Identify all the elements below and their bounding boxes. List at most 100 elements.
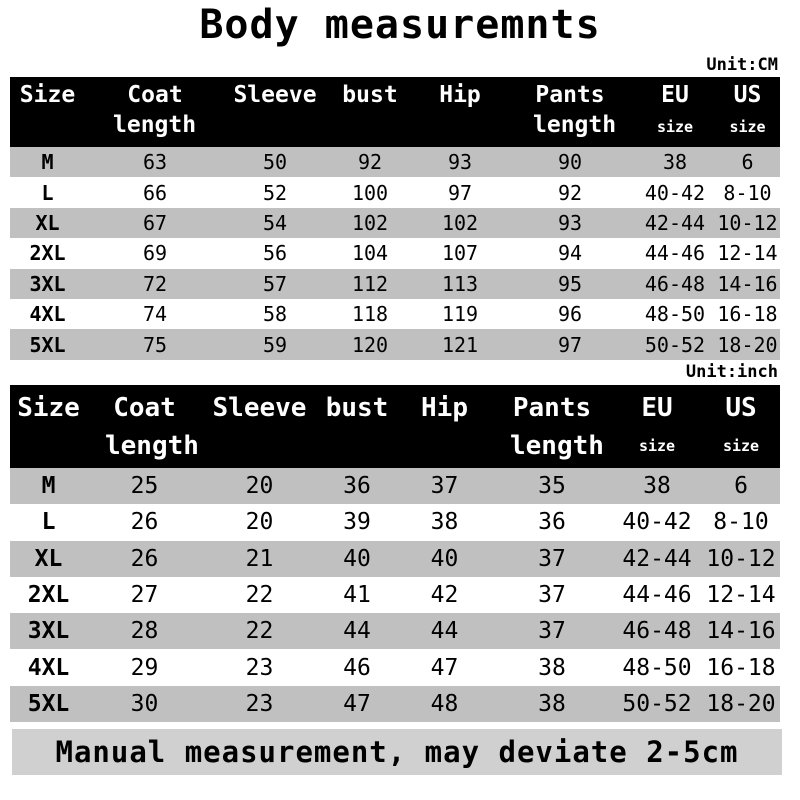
header-subline: length: [510, 431, 604, 461]
value-cell: 39: [343, 509, 371, 536]
unit-label-cm: Unit:CM: [706, 55, 778, 75]
value-cell: 36: [538, 509, 566, 536]
value-cell: 72: [142, 271, 168, 296]
value-cell: 16-18: [717, 302, 778, 327]
header-line: Pants: [535, 82, 605, 108]
value-cell: 6: [741, 150, 754, 175]
value-cell: 42-44: [622, 545, 692, 572]
table-header: Size Coat length Sleeve bust Hip Pants length EU…: [10, 385, 780, 468]
header-line: bust: [325, 393, 389, 423]
unit-label-inch: Unit:inch: [685, 362, 778, 382]
header-line: EU: [661, 82, 689, 108]
value-cell: 38: [430, 509, 459, 536]
value-cell: 118: [351, 302, 389, 327]
value-cell: 10-12: [717, 210, 778, 235]
table-row: XL 26 21 40 40 37 42-44 10-12: [10, 540, 780, 577]
column-header: Pants length: [505, 77, 635, 147]
value-cell: 69: [142, 241, 168, 266]
header-line: bust: [342, 82, 398, 108]
value-cell: 50-52: [644, 332, 706, 357]
column-header: Size: [10, 77, 85, 147]
value-cell: 36: [343, 473, 371, 500]
value-cell: 12-14: [717, 241, 778, 266]
value-cell: 23: [245, 690, 274, 717]
value-cell: 48-50: [644, 302, 706, 327]
value-cell: 104: [351, 241, 389, 266]
table-row: 2XL 69 56 104 107 94 44-46 12-14: [10, 238, 780, 268]
value-cell: 56: [262, 241, 288, 266]
value-cell: 28: [130, 618, 159, 645]
value-cell: 95: [557, 271, 583, 296]
footer-note: Manual measurement, may deviate 2-5cm: [12, 729, 782, 775]
column-header: bust: [317, 385, 397, 468]
value-cell: 40: [343, 545, 371, 572]
value-cell: 42-44: [644, 210, 706, 235]
value-cell: 20: [245, 473, 274, 500]
column-header: EU size: [612, 385, 702, 468]
header-subline: length: [533, 112, 617, 138]
value-cell: 46: [343, 654, 371, 681]
column-header: Sleeve: [225, 77, 325, 147]
value-cell: 107: [441, 241, 479, 266]
value-cell: 74: [142, 302, 168, 327]
value-cell: 97: [557, 332, 583, 357]
table-row: 3XL 28 22 44 44 37 46-48 14-16: [10, 613, 780, 650]
table-row: 4XL 29 23 46 47 38 48-50 16-18: [10, 649, 780, 685]
value-cell: 102: [351, 210, 389, 235]
table-row: 2XL 27 22 41 42 37 44-46 12-14: [10, 577, 780, 613]
column-header: Pants length: [492, 385, 612, 468]
value-cell: 22: [245, 618, 274, 645]
value-cell: 44-46: [644, 241, 706, 266]
size-cell: M: [41, 150, 54, 175]
column-header: US size: [715, 77, 780, 147]
value-cell: 50: [262, 150, 288, 175]
header-line: US: [733, 82, 762, 108]
value-cell: 27: [130, 582, 159, 609]
table-row: 3XL 72 57 112 113 95 46-48 14-16: [10, 268, 780, 299]
column-header: Coat length: [85, 77, 225, 147]
header-subline: size: [638, 437, 676, 455]
value-cell: 8-10: [713, 509, 769, 536]
value-cell: 96: [557, 302, 583, 327]
value-cell: 75: [142, 332, 168, 357]
header-line: Hip: [439, 82, 481, 108]
table-row: L 26 20 39 38 36 40-42 8-10: [10, 504, 780, 540]
table-row: M 25 20 36 37 35 38 6: [10, 468, 780, 505]
value-cell: 37: [538, 582, 566, 609]
column-header: bust: [325, 77, 415, 147]
value-cell: 44-46: [622, 582, 692, 609]
value-cell: 38: [538, 654, 566, 681]
value-cell: 40: [430, 545, 459, 572]
size-cell: 5XL: [29, 332, 66, 357]
value-cell: 21: [245, 545, 274, 572]
value-cell: 93: [557, 210, 583, 235]
value-cell: 41: [343, 582, 371, 609]
size-cell: M: [41, 473, 56, 500]
value-cell: 48: [430, 690, 459, 717]
value-cell: 18-20: [706, 690, 776, 717]
header-line: Size: [19, 82, 76, 108]
size-cell: 4XL: [29, 302, 66, 327]
value-cell: 47: [343, 690, 371, 717]
page-title: Body measuremnts: [199, 2, 601, 48]
value-cell: 100: [351, 180, 389, 205]
value-cell: 52: [262, 180, 288, 205]
value-cell: 112: [351, 271, 389, 296]
column-header: Hip: [415, 77, 505, 147]
value-cell: 14-16: [706, 618, 776, 645]
table-header: Size Coat length Sleeve bust Hip Pants length EU…: [10, 77, 780, 147]
value-cell: 54: [262, 210, 288, 235]
value-cell: 59: [262, 332, 288, 357]
value-cell: 92: [557, 180, 583, 205]
column-header: Size: [10, 385, 87, 468]
value-cell: 38: [538, 690, 566, 717]
size-cell: L: [41, 509, 56, 536]
value-cell: 48-50: [622, 654, 692, 681]
value-cell: 47: [430, 654, 459, 681]
value-cell: 44: [430, 618, 459, 645]
value-cell: 12-14: [706, 582, 776, 609]
table-row: 5XL 30 23 47 48 38 50-52 18-20: [10, 685, 780, 723]
size-cell: 4XL: [27, 654, 70, 681]
column-header: Hip: [397, 385, 492, 468]
value-cell: 22: [245, 582, 274, 609]
